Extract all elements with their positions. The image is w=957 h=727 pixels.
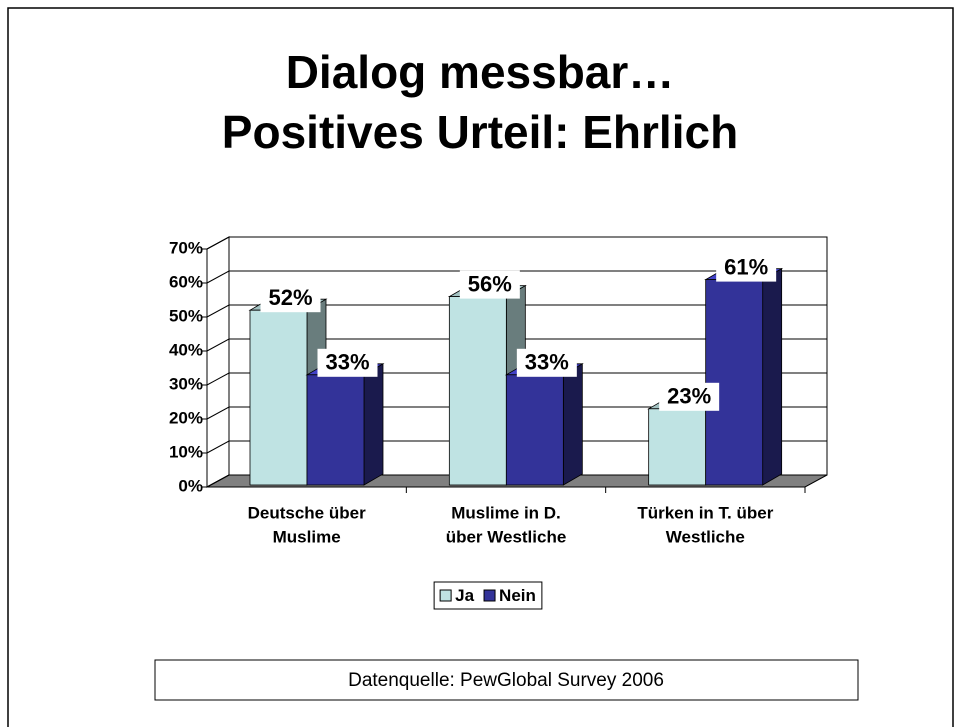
value-label: 52% (268, 285, 312, 310)
bar-front (448, 296, 507, 486)
value-label-box (260, 284, 321, 313)
legend: Ja Nein (433, 581, 543, 610)
bar-front (648, 408, 707, 486)
value-label: 61% (724, 254, 768, 279)
value-label-box (659, 382, 720, 411)
source: Datenquelle: PewGlobal Survey 2006 (348, 670, 664, 691)
bar-front (249, 309, 308, 486)
y-tick-label: 30% (169, 374, 203, 393)
bar-side (562, 363, 583, 486)
y-tick-label: 50% (169, 306, 203, 325)
value-label-box (516, 348, 577, 377)
bar-side (762, 267, 783, 486)
legend-label: Ja (455, 586, 474, 605)
grid-line (206, 338, 827, 352)
x-tick-label: Türken in T. über (637, 503, 773, 522)
value-label: 23% (667, 384, 711, 409)
x-tick-label: über Westliche (446, 527, 567, 546)
y-tick-label: 10% (169, 442, 203, 461)
legend-label: Nein (499, 586, 536, 605)
value-label: 33% (525, 350, 569, 375)
y-tick-label: 60% (169, 272, 203, 291)
grid-line (206, 270, 827, 284)
bar-front (705, 279, 764, 486)
value-label-box (716, 253, 777, 282)
x-tick-label: Westliche (666, 527, 745, 546)
grid-line (206, 474, 827, 488)
x-tick-label: Muslime in D. (451, 503, 561, 522)
value-label: 33% (325, 350, 369, 375)
value-label-box (459, 270, 520, 299)
bar (504, 363, 584, 486)
bar-side (363, 363, 384, 486)
value-label: 56% (468, 271, 512, 296)
source-box (154, 659, 859, 701)
bar (447, 284, 527, 486)
grid-line (206, 440, 827, 454)
bar (704, 267, 784, 486)
slide-border (7, 7, 954, 727)
legend-swatch (483, 589, 496, 602)
y-tick-label: 0% (178, 476, 203, 495)
side-wall (206, 236, 230, 488)
grid-line (206, 406, 827, 420)
y-tick-label: 40% (169, 340, 203, 359)
grid-line (206, 372, 827, 386)
x-tick-label: Muslime (273, 527, 341, 546)
grid-line (206, 236, 827, 250)
legend-swatch (439, 589, 452, 602)
bar (305, 363, 385, 486)
y-tick-label: 70% (169, 238, 203, 257)
value-label-box (317, 348, 378, 377)
grid-line (206, 304, 827, 318)
title-line: Dialog messbar… (286, 46, 675, 98)
bar-front (505, 374, 564, 486)
title-line: Positives Urteil: Ehrlich (222, 106, 738, 158)
x-tick-label: Deutsche über (248, 503, 366, 522)
bar-front (306, 374, 365, 486)
y-tick-label: 20% (169, 408, 203, 427)
